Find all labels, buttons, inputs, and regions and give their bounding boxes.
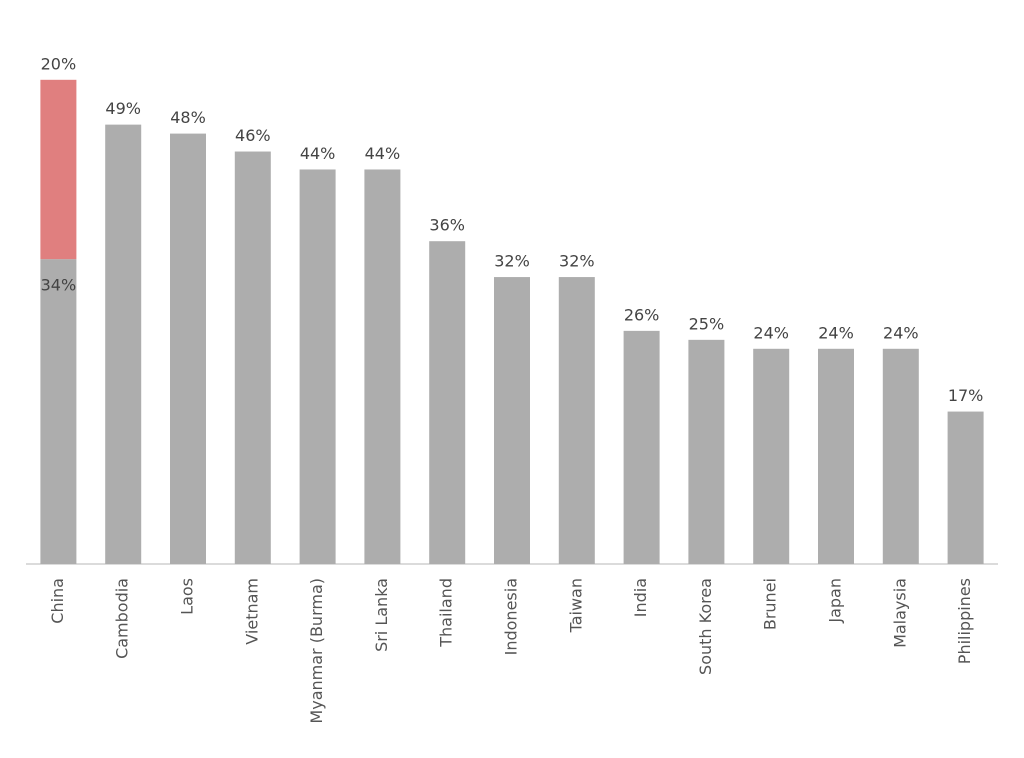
bar-segment — [170, 133, 206, 564]
bar-segment — [299, 169, 336, 564]
value-label: 24% — [818, 323, 854, 342]
x-tick-label: South Korea — [696, 578, 715, 675]
x-tick-label: Thailand — [437, 578, 456, 648]
x-tick-label: Laos — [178, 578, 197, 615]
value-label: 36% — [429, 216, 465, 235]
value-label: 48% — [170, 108, 206, 127]
value-label: 44% — [365, 144, 401, 163]
bar-segment — [429, 241, 466, 564]
bar-segment — [364, 169, 401, 564]
x-tick-label: Indonesia — [502, 578, 521, 655]
x-tick-label: Japan — [826, 578, 845, 624]
bar-segment — [40, 259, 77, 564]
value-label: 25% — [689, 314, 725, 333]
x-tick-label: Myanmar (Burma) — [307, 578, 326, 724]
value-label: 26% — [624, 305, 660, 324]
value-label: 49% — [105, 99, 141, 118]
bar-segment — [494, 277, 530, 564]
x-tick-label: Malaysia — [890, 578, 909, 648]
value-label: 24% — [753, 323, 789, 342]
value-label: 32% — [494, 252, 530, 271]
bar-segment — [558, 277, 595, 564]
value-label: 46% — [235, 126, 271, 145]
bar-segment — [947, 411, 984, 564]
x-tick-label: Cambodia — [113, 578, 132, 659]
bar-segment — [882, 348, 919, 564]
bar-segment — [688, 339, 725, 564]
value-label: 20% — [41, 54, 77, 73]
bar-segment — [40, 79, 77, 260]
x-tick-label: Philippines — [955, 578, 974, 664]
value-label: 17% — [948, 386, 984, 405]
x-tick-label: China — [48, 578, 67, 624]
bar-segment — [234, 151, 271, 565]
bar-segment — [623, 330, 660, 564]
value-label: 32% — [559, 252, 595, 271]
bar-segment — [753, 348, 790, 564]
x-tick-label: Brunei — [761, 578, 780, 630]
value-label: 34% — [41, 276, 77, 295]
x-tick-label: Sri Lanka — [372, 578, 391, 652]
value-label: 44% — [300, 144, 336, 163]
bar-segment — [105, 124, 142, 564]
value-label: 24% — [883, 323, 919, 342]
x-tick-label: Vietnam — [242, 578, 261, 645]
x-tick-label: India — [631, 578, 650, 617]
x-tick-label: Taiwan — [566, 578, 585, 633]
bar-segment — [818, 348, 854, 564]
